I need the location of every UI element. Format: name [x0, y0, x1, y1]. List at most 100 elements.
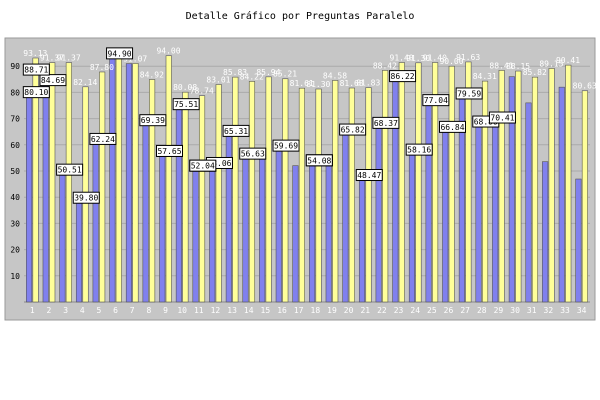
data-label: 86.22 [391, 72, 415, 81]
data-label: 81.83 [356, 79, 380, 88]
x-tick-label: 33 [560, 306, 570, 315]
data-label: 65.82 [341, 126, 365, 135]
bar-series-1 [59, 169, 66, 303]
bar-series-2 [531, 76, 539, 303]
data-label-box [405, 143, 433, 156]
data-label: 58.16 [407, 146, 431, 155]
bar-series-2 [265, 76, 272, 303]
bar-series-2 [198, 95, 206, 303]
data-label: 84.58 [323, 71, 347, 80]
data-label: 81.68 [340, 79, 364, 88]
bar-series-2 [298, 87, 305, 303]
data-label-box [156, 144, 183, 157]
bar-series-1 [508, 76, 515, 303]
bar-series-2 [132, 63, 139, 303]
bar-series-2 [49, 62, 56, 303]
bar-series-1 [142, 119, 149, 303]
data-label: 81.61 [290, 79, 314, 88]
bar-series-1 [109, 53, 116, 303]
bar-series-2 [565, 64, 572, 303]
data-label: 69.39 [141, 116, 165, 125]
data-label: 91.40 [423, 54, 447, 63]
bar-series-1 [325, 160, 332, 303]
bar-series-1 [392, 75, 399, 303]
bar-series-1 [358, 174, 366, 303]
bar-series-2 [348, 87, 355, 303]
y-tick-label: 70 [10, 115, 20, 124]
bar-series-2 [465, 61, 472, 303]
data-label: 80.08 [173, 83, 197, 92]
x-tick-label: 21 [360, 306, 370, 315]
data-label-box [189, 159, 217, 172]
data-label: 93.13 [23, 49, 47, 58]
data-label: 84.22 [240, 72, 264, 81]
y-tick-label: 60 [10, 141, 20, 150]
bar-series-2 [149, 79, 156, 303]
data-label: 83.01 [206, 76, 230, 85]
data-label: 91.40 [390, 54, 414, 63]
bar-series-2 [548, 68, 555, 303]
y-tick-label: 30 [10, 219, 20, 228]
x-tick-label: 30 [510, 306, 520, 315]
data-label-box [89, 132, 117, 145]
bar-series-1 [525, 102, 532, 303]
bar-series-2 [99, 71, 106, 303]
data-label: 79.59 [457, 89, 481, 98]
data-label-box [222, 124, 250, 137]
data-label: 85.82 [523, 68, 547, 77]
data-label: 88.71 [24, 66, 48, 75]
x-tick-label: 16 [277, 306, 287, 315]
bar-series-1 [92, 138, 99, 303]
data-label: 66.84 [440, 123, 464, 132]
data-label: 39.80 [74, 194, 98, 203]
y-tick-label: 10 [10, 272, 20, 281]
bar-series-2 [65, 62, 72, 303]
x-tick-label: 15 [261, 306, 271, 315]
data-label: 78.74 [190, 87, 214, 96]
chart-title: Detalle Gráfico por Preguntas Paralelo [186, 10, 415, 22]
bar-series-2 [248, 81, 256, 303]
x-tick-label: 28 [477, 306, 487, 315]
bar-series-1 [292, 165, 299, 303]
data-label-box [355, 169, 383, 182]
data-labels: 93.1391.3791.3782.1487.8094.0091.0784.92… [22, 47, 597, 204]
data-label-box [305, 154, 333, 167]
data-label: 91.37 [57, 54, 81, 63]
bar-series-1 [75, 197, 83, 303]
data-label: 56.63 [241, 150, 265, 159]
bar-series-2 [515, 70, 522, 303]
x-tick-label: 1 [30, 306, 35, 315]
x-tick-label: 3 [63, 306, 68, 315]
bar-series-1 [342, 129, 349, 303]
data-label: 84.69 [41, 76, 65, 85]
data-label: 91.37 [40, 54, 64, 63]
bar-series-1 [125, 63, 133, 303]
bar-series-2 [415, 62, 422, 303]
bar-series-1 [309, 160, 316, 303]
data-label: 57.65 [157, 147, 181, 156]
data-label: 80.63 [573, 82, 597, 91]
data-label: 75.51 [174, 100, 198, 109]
data-label-box [39, 74, 67, 87]
data-label-box [172, 98, 200, 111]
y-tick-label: 40 [10, 193, 20, 202]
bar-series-2 [398, 62, 405, 303]
bar-series-1 [425, 99, 432, 303]
bar-series-1 [275, 145, 282, 303]
bar-series-2 [165, 55, 172, 303]
bar-series-1 [558, 86, 565, 303]
bar-series-1 [575, 178, 582, 303]
bar-series-1 [175, 103, 182, 303]
data-label: 50.51 [58, 166, 82, 175]
data-label-box [272, 139, 300, 152]
x-tick-label: 27 [460, 306, 470, 315]
bar-series-1 [259, 150, 266, 303]
data-label: 81.30 [306, 80, 330, 89]
data-label-box [56, 163, 84, 176]
data-label: 52.04 [191, 162, 215, 171]
x-tick-label: 10 [177, 306, 187, 315]
data-label: 91.07 [123, 54, 147, 63]
bar-series-1 [192, 165, 199, 303]
bar-series-2 [481, 80, 489, 303]
